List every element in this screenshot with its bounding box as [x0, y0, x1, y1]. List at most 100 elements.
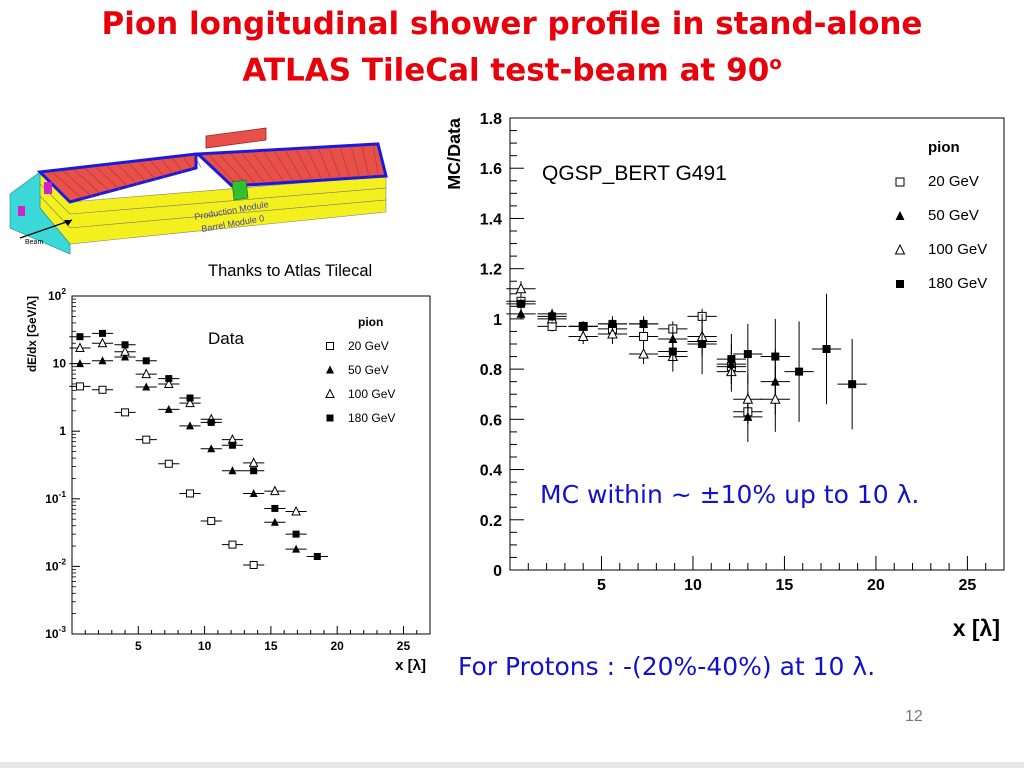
- marker-filled-square: [698, 340, 707, 348]
- detector-grid-line: [84, 168, 112, 193]
- detector-grid-line: [317, 147, 332, 180]
- protons-note: For Protons : -(20%-40%) at 10 λ.: [458, 652, 876, 681]
- slide-title: Pion longitudinal shower profile in stan…: [0, 4, 1024, 90]
- marker-filled-triangle: [142, 382, 151, 391]
- detector-green-insert: [231, 179, 249, 201]
- marker-open-square: [326, 342, 334, 350]
- marker-filled-square: [516, 299, 525, 308]
- y-tick-label: 1.2: [480, 262, 502, 279]
- marker-filled-square: [271, 504, 279, 512]
- title-line-1: Pion longitudinal shower profile in stan…: [101, 6, 923, 42]
- detector-grid-line: [306, 148, 322, 180]
- marker-filled-square: [98, 329, 106, 337]
- marker-filled-square: [326, 414, 334, 422]
- detector-grid-line: [339, 146, 351, 179]
- x-tick-label: 5: [597, 577, 606, 594]
- marker-filled-square: [795, 367, 804, 376]
- detector-grid-line: [361, 145, 370, 178]
- legend-entry: 20 GeV: [928, 173, 979, 190]
- legend-title: pion: [358, 315, 383, 329]
- marker-open-triangle: [742, 393, 754, 404]
- plot-annotation: Data: [208, 329, 244, 348]
- marker-open-triangle: [185, 397, 195, 408]
- detector-top-right: [194, 142, 388, 188]
- y-tick-label: 1.8: [480, 111, 502, 128]
- detector-grid-line: [218, 153, 246, 184]
- x-tick-label: 25: [959, 577, 977, 594]
- detector-grid-line: [372, 144, 379, 177]
- marker-open-square: [228, 540, 237, 549]
- detector-grid-line: [229, 152, 256, 184]
- beam-label: Beam: [25, 239, 43, 246]
- marker-open-square: [164, 459, 173, 468]
- y-tick-label: 10: [53, 357, 67, 371]
- x-tick-label: 10: [684, 577, 702, 594]
- mc-agreement-note: MC within ~ ±10% up to 10 λ.: [540, 480, 920, 509]
- marker-open-triangle: [638, 347, 649, 359]
- legend-entry: 180 GeV: [928, 275, 987, 292]
- detector-grid-line: [350, 146, 360, 178]
- marker-filled-square: [313, 553, 321, 561]
- detector-grid-line: [128, 163, 148, 183]
- marker-open-triangle: [248, 457, 259, 467]
- detector-grid-line: [139, 162, 157, 181]
- detector-grid-line: [172, 158, 184, 173]
- beam-arrow-head: [64, 220, 72, 226]
- marker-filled-triangle: [207, 444, 216, 453]
- x-axis-label: x [λ]: [395, 657, 426, 674]
- marker-filled-triangle: [270, 517, 279, 526]
- detector-grid-line: [240, 152, 265, 183]
- marker-open-square: [142, 435, 151, 444]
- legend-entry: 180 GeV: [348, 411, 395, 425]
- marker-filled-square: [579, 322, 588, 331]
- y-tick-label: 0.6: [480, 412, 502, 429]
- y-tick-label: 1: [493, 312, 502, 329]
- title-line-2-text: ATLAS TileCal test-beam at 90: [242, 52, 770, 89]
- marker-filled-square: [822, 345, 831, 354]
- legend-entry: 50 GeV: [348, 363, 389, 377]
- y-tick-label: 102: [48, 286, 66, 303]
- marker-filled-triangle: [164, 404, 173, 413]
- y-tick-label: 0.2: [480, 513, 502, 530]
- marker-filled-triangle: [292, 544, 301, 553]
- y-tick-label: 10-3: [45, 624, 66, 641]
- marker-filled-square: [727, 355, 736, 364]
- marker-open-triangle: [515, 282, 527, 294]
- marker-filled-triangle: [186, 421, 195, 430]
- y-tick-label: 10-2: [45, 556, 66, 573]
- marker-filled-square: [548, 312, 557, 321]
- y-axis-label: dE/dx [GeV/λ]: [26, 296, 39, 372]
- x-tick-label: 25: [397, 639, 411, 653]
- marker-filled-triangle: [668, 333, 678, 343]
- legend-entry: 50 GeV: [928, 207, 979, 224]
- marker-open-square: [207, 516, 216, 525]
- marker-filled-square: [608, 319, 617, 328]
- y-tick-label: 0: [493, 563, 502, 580]
- title-line-2: ATLAS TileCal test-beam at 90o: [0, 44, 1024, 90]
- marker-filled-square: [771, 352, 780, 361]
- marker-filled-square: [165, 375, 173, 383]
- detector-grid-line: [194, 156, 202, 168]
- marker-open-square: [75, 382, 84, 391]
- detector-grid-line: [207, 153, 237, 185]
- legend-entry: 100 GeV: [348, 387, 395, 401]
- x-tick-label: 20: [331, 639, 345, 653]
- mc-data-ratio-plot: 5 10 15 20 25 0 0.2 0.4 0.6 0.8 1 1.2 1.4 1.6 1.8 x [λ]…: [444, 111, 1005, 641]
- marker-filled-triangle: [98, 356, 107, 365]
- x-tick-label: 10: [198, 639, 212, 653]
- plot-frame: [71, 295, 431, 635]
- legend-entry: 100 GeV: [928, 241, 987, 258]
- x-tick-label: 15: [264, 639, 278, 653]
- legend-entry: 20 GeV: [348, 339, 389, 353]
- detector-grid-line: [106, 165, 130, 188]
- y-axis-label: MC/Data: [444, 117, 464, 190]
- plot-annotation: QGSP_BERT G491: [542, 162, 727, 185]
- marker-open-triangle: [75, 342, 85, 353]
- detector-grid-line: [62, 170, 94, 198]
- detector-magenta-block: [18, 206, 25, 216]
- detector-grid-line: [273, 150, 294, 182]
- detector-grid-line: [251, 151, 275, 183]
- marker-filled-square: [668, 347, 677, 356]
- marker-open-triangle: [325, 388, 335, 398]
- marker-filled-square: [207, 418, 215, 426]
